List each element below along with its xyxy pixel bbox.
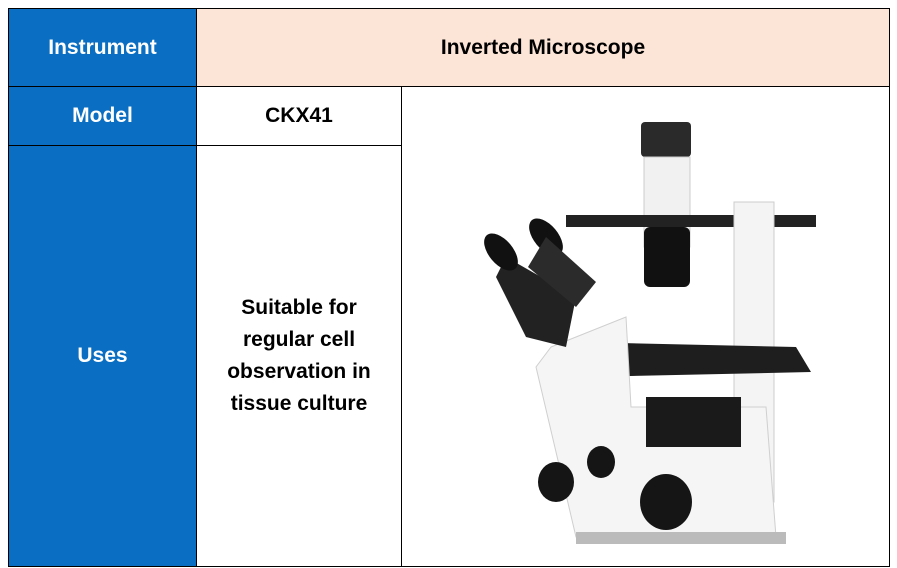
header-label: Instrument <box>8 8 197 87</box>
row-value: Suitable for regular cell observation in… <box>196 145 402 567</box>
row-label: Uses <box>8 145 197 567</box>
row-label: Model <box>8 86 197 146</box>
uses-text: Suitable for regular cell observation in… <box>227 296 371 415</box>
header-row: Instrument Inverted Microscope <box>8 8 891 87</box>
model-row: Model CKX41 <box>8 86 891 567</box>
image-cell <box>400 86 891 567</box>
instrument-table: Instrument Inverted Microscope Model CKX… <box>8 8 891 567</box>
uses-row: Uses Suitable for regular cell observati… <box>8 145 890 567</box>
header-value: Inverted Microscope <box>195 8 891 87</box>
microscope-image <box>483 121 816 544</box>
row-value: CKX41 <box>196 86 402 146</box>
